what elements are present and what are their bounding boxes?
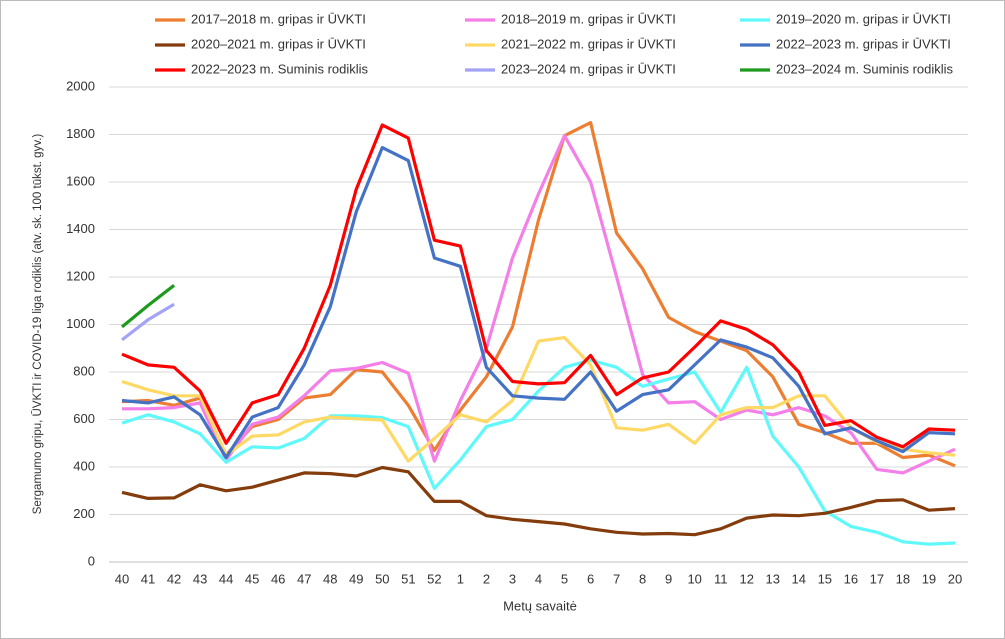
x-tick-label: 51	[401, 571, 415, 586]
x-tick-label: 50	[375, 571, 389, 586]
y-tick-label: 600	[73, 411, 95, 426]
x-tick-label: 52	[427, 571, 441, 586]
legend-label: 2018–2019 m. gripas ir ŪVKTI	[501, 11, 676, 26]
x-tick-label: 18	[896, 571, 910, 586]
x-tick-label: 16	[844, 571, 858, 586]
y-tick-label: 200	[73, 506, 95, 521]
x-tick-label: 1	[457, 571, 464, 586]
x-tick-label: 15	[818, 571, 832, 586]
x-tick-label: 20	[948, 571, 962, 586]
y-tick-label: 1400	[66, 221, 95, 236]
series-line	[121, 465, 956, 537]
x-tick-label: 42	[167, 571, 181, 586]
series-line	[121, 121, 956, 468]
series-line	[121, 358, 956, 546]
legend-label: 2023–2024 m. gripas ir ŪVKTI	[501, 61, 676, 76]
y-tick-label: 1600	[66, 173, 95, 188]
y-tick-label: 1200	[66, 268, 95, 283]
x-axis-label: Metų savaitė	[503, 598, 577, 613]
legend-label: 2019–2020 m. gripas ir ŪVKTI	[776, 11, 951, 26]
x-tick-label: 48	[323, 571, 337, 586]
y-tick-label: 2000	[66, 78, 95, 93]
x-tick-label: 7	[613, 571, 620, 586]
x-tick-label: 44	[219, 571, 233, 586]
x-tick-label: 17	[870, 571, 884, 586]
x-tick-label: 43	[193, 571, 207, 586]
x-tick-label: 13	[766, 571, 780, 586]
y-tick-label: 800	[73, 363, 95, 378]
x-tick-label: 5	[561, 571, 568, 586]
legend-label: 2022–2023 m. gripas ir ŪVKTI	[776, 36, 951, 51]
x-tick-label: 3	[509, 571, 516, 586]
x-tick-label: 12	[740, 571, 754, 586]
legend-label: 2017–2018 m. gripas ir ŪVKTI	[191, 11, 366, 26]
x-tick-label: 8	[639, 571, 646, 586]
legend-label: 2022–2023 m. Suminis rodiklis	[191, 61, 369, 76]
x-tick-label: 11	[714, 571, 728, 586]
y-tick-label: 1800	[66, 126, 95, 141]
series-line	[121, 123, 956, 449]
x-tick-label: 47	[297, 571, 311, 586]
x-tick-label: 49	[349, 571, 363, 586]
x-tick-label: 46	[271, 571, 285, 586]
y-tick-label: 0	[88, 553, 95, 568]
legend-label: 2020–2021 m. gripas ir ŪVKTI	[191, 36, 366, 51]
y-axis-label: Sergamumo gripu, ŪVKTI ir COVID-19 liga …	[32, 134, 44, 515]
x-tick-label: 2	[483, 571, 490, 586]
legend-label: 2021–2022 m. gripas ir ŪVKTI	[501, 36, 676, 51]
x-tick-label: 6	[587, 571, 594, 586]
legend-label: 2023–2024 m. Suminis rodiklis	[776, 61, 954, 76]
series-line	[121, 146, 956, 460]
series-line	[120, 284, 176, 329]
series-line	[122, 134, 956, 475]
x-tick-label: 45	[245, 571, 259, 586]
x-tick-label: 4	[535, 571, 542, 586]
x-tick-label: 14	[792, 571, 806, 586]
y-tick-label: 400	[73, 458, 95, 473]
y-tick-label: 1000	[66, 316, 95, 331]
x-tick-label: 9	[665, 571, 672, 586]
x-tick-label: 41	[141, 571, 155, 586]
x-tick-label: 19	[922, 571, 936, 586]
series-line	[121, 336, 956, 463]
series-line	[121, 302, 175, 342]
x-tick-label: 10	[687, 571, 701, 586]
x-tick-label: 40	[115, 571, 129, 586]
